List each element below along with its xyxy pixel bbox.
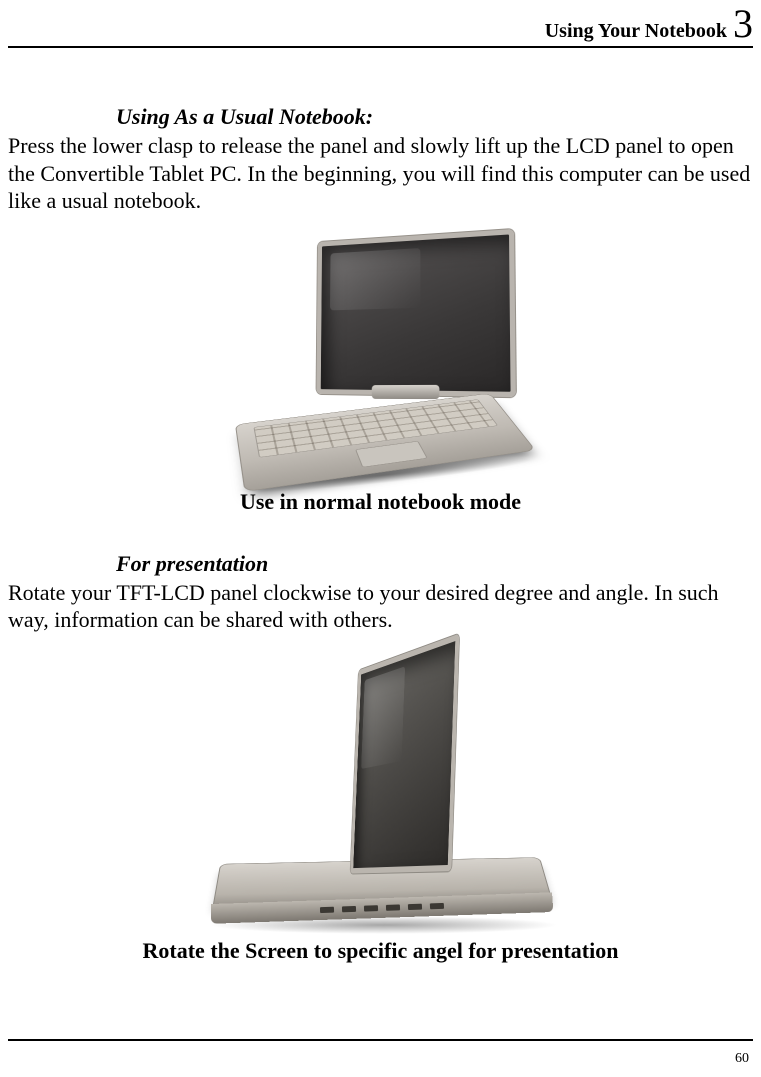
laptop-screen-rotated-icon: [350, 633, 459, 873]
page-number: 60: [735, 1051, 749, 1067]
page-header: Using Your Notebook 3: [8, 0, 753, 48]
laptop-rotated-illustration: [181, 646, 581, 936]
figure-notebook-mode: Use in normal notebook mode: [8, 227, 753, 515]
page-content: Using As a Usual Notebook: Press the low…: [8, 48, 753, 964]
section-heading-presentation: For presentation: [116, 551, 753, 577]
figure-caption-presentation: Rotate the Screen to specific angel for …: [8, 938, 753, 964]
section-body-presentation: Rotate your TFT-LCD panel clockwise to y…: [8, 579, 753, 634]
section-body-notebook: Press the lower clasp to release the pan…: [8, 132, 753, 215]
figure-caption-notebook: Use in normal notebook mode: [8, 489, 753, 515]
figure-presentation-mode: Rotate the Screen to specific angel for …: [8, 646, 753, 964]
laptop-hinge-icon: [371, 384, 439, 398]
footer-rule: [8, 1039, 753, 1041]
laptop-screen-icon: [316, 228, 515, 396]
header-title: Using Your Notebook: [545, 20, 727, 43]
section-heading-notebook: Using As a Usual Notebook:: [116, 104, 753, 130]
touchpad-icon: [355, 440, 428, 467]
header-chapter-number: 3: [733, 4, 753, 44]
laptop-open-illustration: [211, 227, 551, 487]
page: Using Your Notebook 3 Using As a Usual N…: [0, 0, 761, 1077]
